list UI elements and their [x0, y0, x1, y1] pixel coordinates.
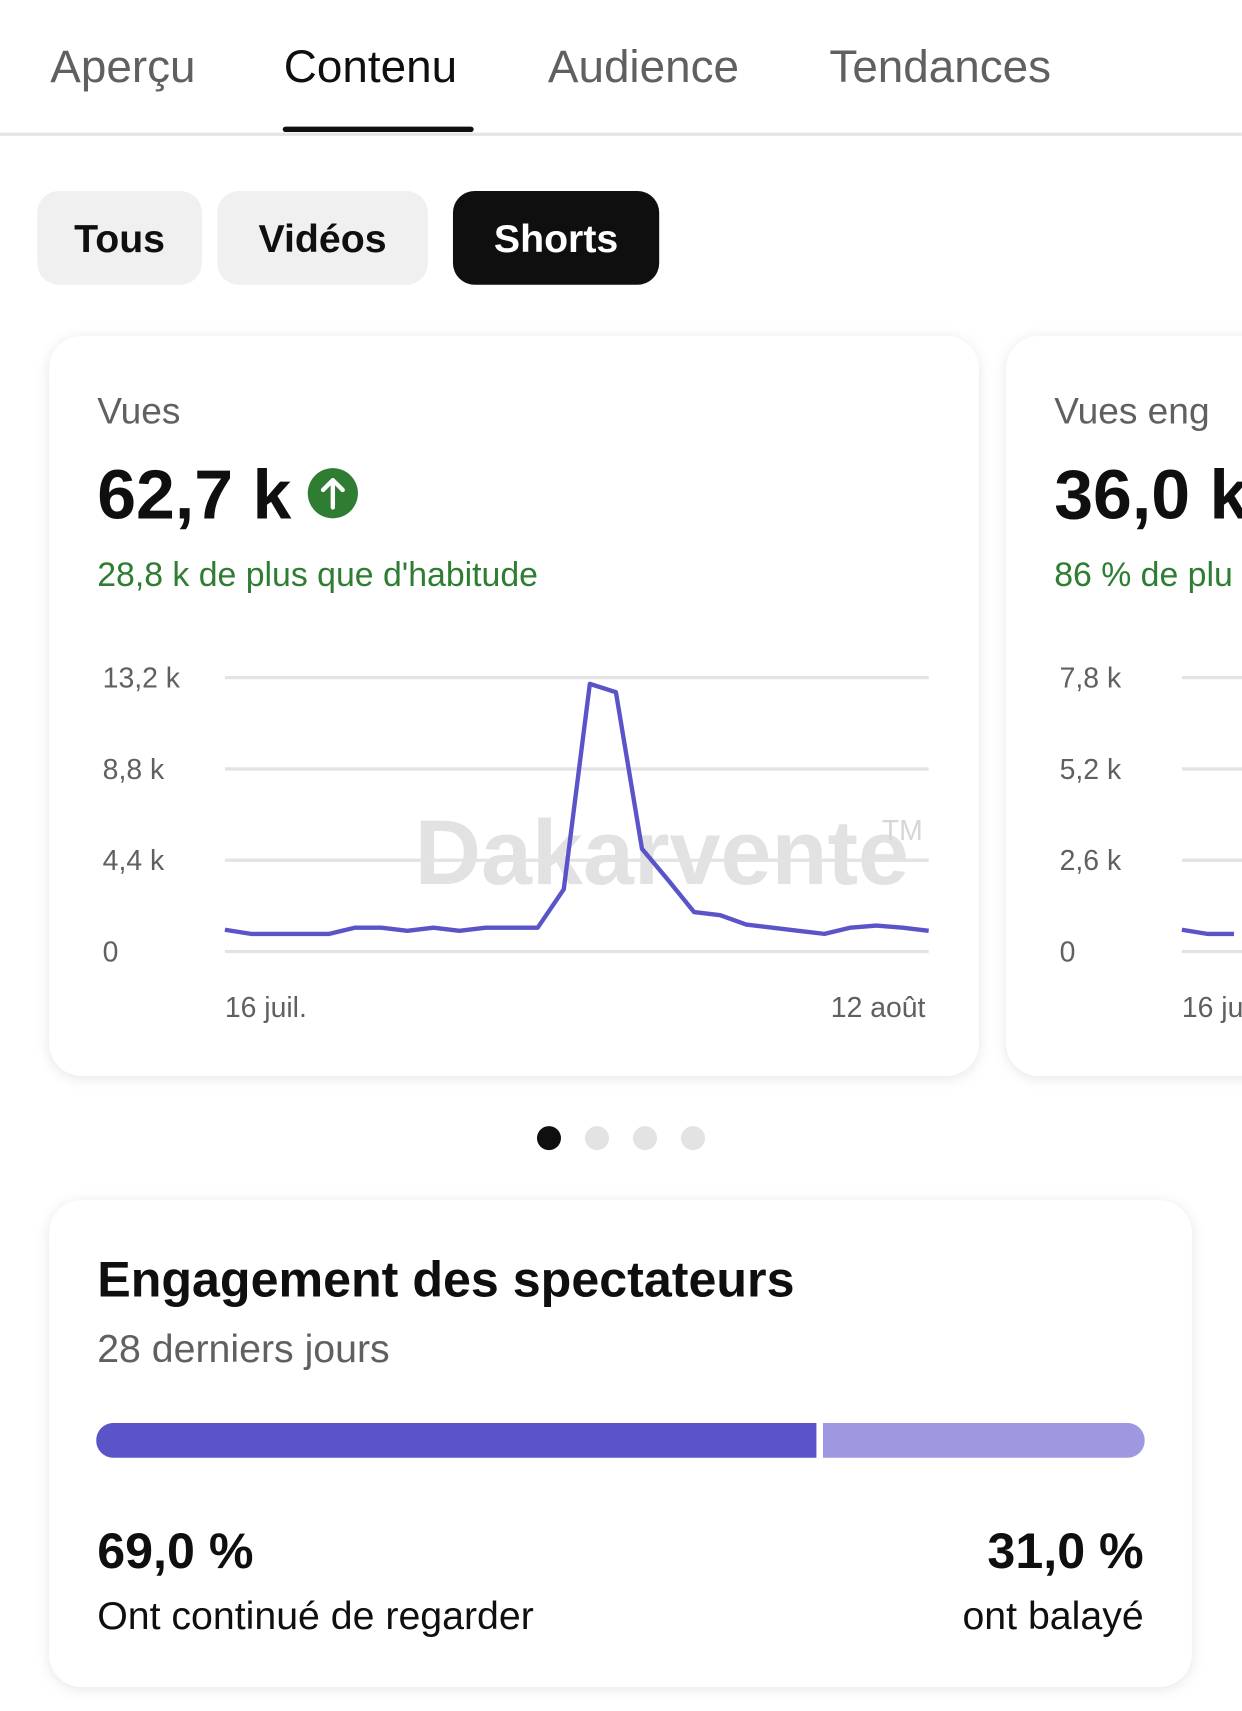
card[interactable]	[49, 336, 979, 1076]
y-tick-label: 0	[1060, 936, 1076, 968]
engagement-subtitle: 28 derniers jours	[97, 1327, 389, 1371]
chip[interactable]	[37, 190, 202, 285]
card-title: Vues	[97, 389, 180, 431]
segment-name: ont balayé	[962, 1594, 1143, 1638]
tab[interactable]: Tendances	[829, 41, 1051, 92]
watermark: Dakarvente	[415, 802, 909, 904]
segment-value: 31,0 %	[987, 1523, 1143, 1579]
dot[interactable]	[681, 1126, 706, 1151]
chip[interactable]	[217, 190, 428, 285]
tab[interactable]: Audience	[548, 41, 739, 92]
chip-label[interactable]: Shorts	[494, 217, 618, 261]
x-tick-label: 16 jui	[1182, 992, 1242, 1024]
tab[interactable]: Contenu	[284, 41, 457, 92]
card-title: Vues eng	[1054, 389, 1209, 431]
active-tab-indicator	[282, 126, 474, 133]
y-tick-label: 13,2 k	[103, 662, 181, 694]
y-tick-label: 4,4 k	[103, 845, 165, 877]
dot[interactable]	[633, 1126, 658, 1151]
engagement-bar	[96, 1422, 1145, 1458]
card-delta: 28,8 k de plus que d'habitude	[97, 556, 538, 594]
tab-bar: Aperçu Contenu Audience Tendances	[50, 41, 1051, 92]
dot[interactable]	[584, 1126, 609, 1151]
tab[interactable]: Aperçu	[50, 41, 195, 92]
pagination	[536, 1126, 706, 1151]
card-delta: 86 % de plu	[1054, 556, 1233, 594]
filter-chips: Tous Vidéos Shorts	[37, 190, 660, 285]
y-tick-label: 8,8 k	[103, 754, 165, 786]
chip-label[interactable]: Tous	[74, 217, 165, 261]
bar-segment	[96, 1422, 817, 1458]
x-tick-label: 16 juil.	[225, 992, 307, 1024]
card-value: 36,0 k	[1054, 455, 1242, 533]
y-tick-label: 2,6 k	[1060, 845, 1122, 877]
card-value: 62,7 k	[97, 455, 291, 533]
chip[interactable]	[452, 190, 660, 285]
cards: Vues 62,7 k 28,8 k de plus que d'habitude 0…	[97, 389, 1242, 1024]
y-tick-label: 7,8 k	[1060, 662, 1122, 694]
y-tick-label: 5,2 k	[1060, 754, 1122, 786]
trend-up-arrow	[320, 477, 345, 510]
y-tick-label: 0	[103, 936, 119, 968]
segment-name: Ont continué de regarder	[97, 1594, 534, 1638]
engagement-title: Engagement des spectateurs	[97, 1251, 794, 1307]
x-tick-label: 12 août	[831, 992, 926, 1024]
chip-label[interactable]: Vidéos	[259, 217, 387, 261]
line	[224, 681, 929, 937]
dot-active[interactable]	[536, 1126, 561, 1151]
line	[1181, 927, 1235, 937]
bar-segment	[822, 1422, 1145, 1458]
engagement-labels: 69,0 % Ont continué de regarder 31,0 % ont …	[97, 1523, 1143, 1638]
segment-value: 69,0 %	[97, 1523, 253, 1579]
watermark-mark: TM	[882, 815, 923, 847]
card[interactable]	[1006, 336, 1242, 1076]
